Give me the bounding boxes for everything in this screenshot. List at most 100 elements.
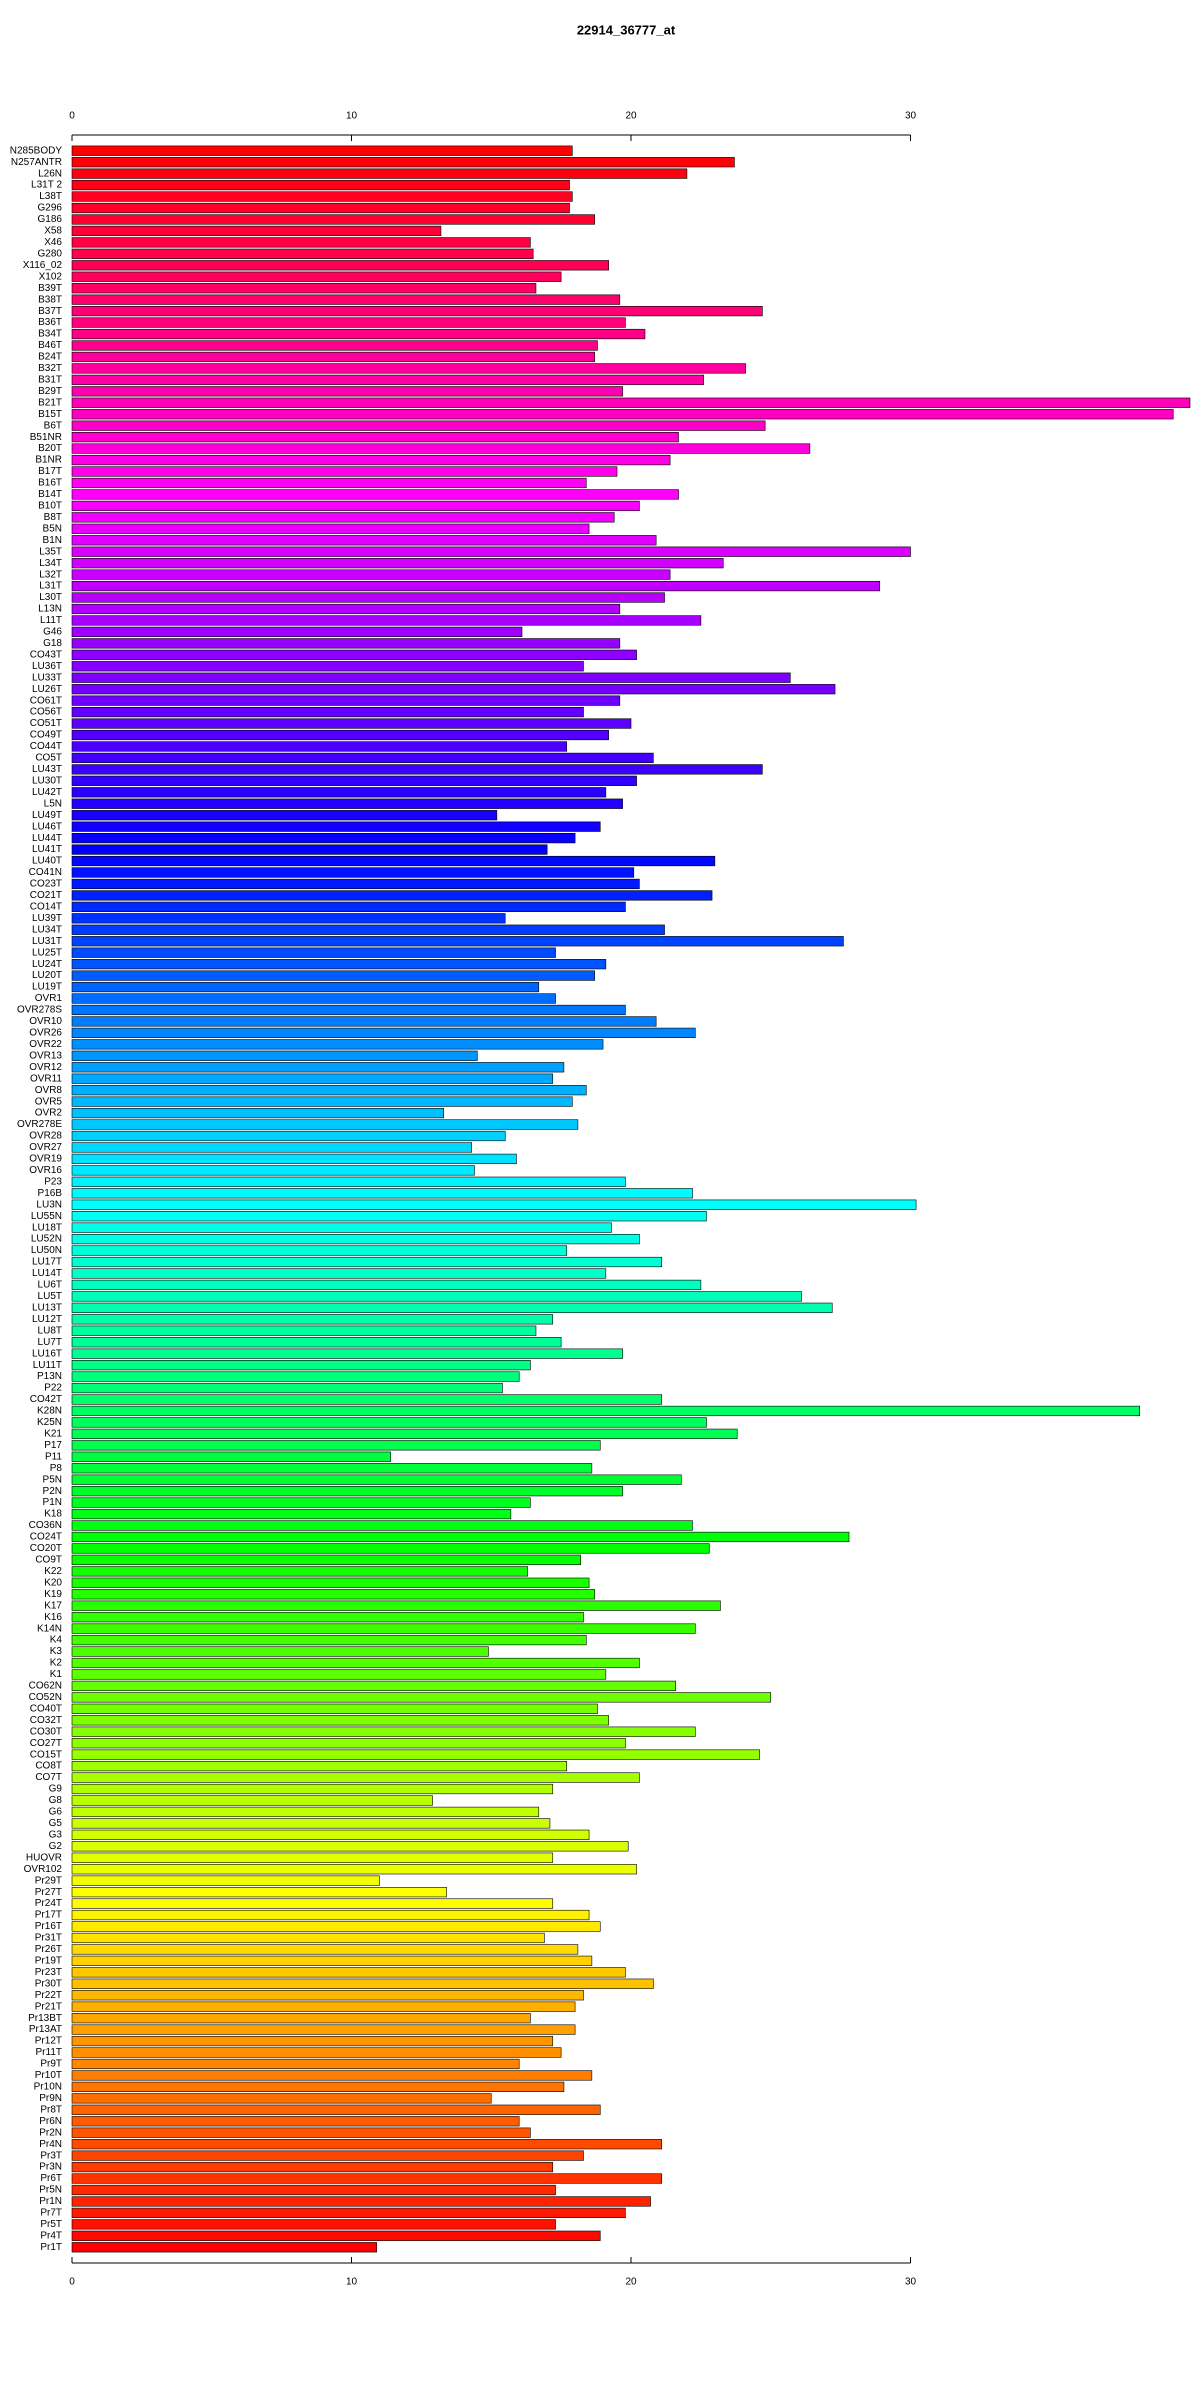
bar xyxy=(71,1612,584,1623)
y-tick-label: LU33T xyxy=(32,672,62,683)
bar xyxy=(71,500,640,511)
y-tick-label: K18 xyxy=(44,1509,62,1520)
bar xyxy=(71,1829,590,1840)
y-tick-label: Pr31T xyxy=(35,1933,62,1944)
bar xyxy=(71,2024,576,2035)
y-tick-label: CO42T xyxy=(30,1394,62,1405)
y-tick-label: L38T xyxy=(39,191,62,202)
y-tick-label: CO44T xyxy=(30,741,62,752)
y-tick-label: B31T xyxy=(38,374,62,385)
bar xyxy=(71,1841,629,1852)
bar xyxy=(71,157,735,168)
bar xyxy=(71,340,598,351)
bar xyxy=(71,1142,472,1153)
y-tick-label: OVR10 xyxy=(29,1016,62,1027)
bar xyxy=(71,913,506,924)
y-tick-label: LU31T xyxy=(32,936,62,947)
y-tick-label: LU50N xyxy=(31,1245,62,1256)
y-tick-label: K4 xyxy=(50,1635,63,1646)
y-tick-label: B17T xyxy=(38,466,62,477)
bar xyxy=(71,695,621,706)
bar xyxy=(71,1772,640,1783)
bar xyxy=(71,225,442,237)
bar xyxy=(71,1073,554,1084)
bar xyxy=(71,1474,682,1485)
y-tick-label: L11T xyxy=(40,615,62,626)
y-tick-label: G9 xyxy=(49,1784,63,1795)
y-tick-label: B8T xyxy=(44,512,62,523)
bar xyxy=(71,1531,850,1543)
y-tick-label: Pr1T xyxy=(40,2242,62,2253)
bar xyxy=(71,2116,520,2127)
bar xyxy=(71,1657,640,1669)
bar xyxy=(71,1096,573,1107)
y-tick-label: K25N xyxy=(37,1417,62,1428)
y-tick-label: K3 xyxy=(50,1646,63,1657)
bar xyxy=(71,890,713,901)
y-tick-label: LU5T xyxy=(38,1291,62,1302)
y-tick-label: B32T xyxy=(38,363,62,374)
y-tick-label: LU14T xyxy=(32,1268,62,1279)
y-tick-label: LU6T xyxy=(38,1280,62,1291)
bar xyxy=(71,1394,663,1405)
y-tick-label: P13N xyxy=(37,1371,62,1382)
bar xyxy=(71,535,657,546)
y-tick-label: LU24T xyxy=(32,959,62,970)
bar xyxy=(71,237,531,248)
bar xyxy=(71,1268,607,1279)
bar xyxy=(71,798,623,809)
y-tick-label: X46 xyxy=(44,237,62,248)
bar xyxy=(71,546,911,557)
x-tick-label: 20 xyxy=(625,111,637,122)
bar xyxy=(71,901,626,912)
bar xyxy=(71,821,601,832)
bar xyxy=(71,2070,593,2081)
y-tick-label: L32T xyxy=(39,569,62,580)
bar xyxy=(71,443,811,454)
y-tick-label: G280 xyxy=(38,248,63,259)
bar xyxy=(71,432,679,443)
bar xyxy=(71,168,688,179)
y-tick-label: B36T xyxy=(38,317,62,328)
y-tick-label: X116_02 xyxy=(23,260,63,271)
y-tick-label: Pr22T xyxy=(35,1990,62,2001)
y-tick-label: CO23T xyxy=(30,879,62,890)
y-tick-label: LU13T xyxy=(32,1302,62,1313)
bar xyxy=(71,1382,503,1394)
bar xyxy=(71,420,766,431)
y-tick-label: Pr7T xyxy=(40,2208,62,2219)
y-tick-label: B34T xyxy=(38,329,62,340)
y-tick-label: K19 xyxy=(44,1589,62,1600)
y-tick-label: LU40T xyxy=(32,856,62,867)
y-tick-label: LU11T xyxy=(33,1360,62,1371)
y-tick-label: OVR5 xyxy=(35,1096,63,1107)
y-tick-label: OVR11 xyxy=(30,1073,62,1084)
bar xyxy=(71,1623,696,1634)
bar xyxy=(71,2058,520,2070)
bar xyxy=(71,2207,626,2219)
y-tick-label: CO8T xyxy=(35,1761,62,1772)
y-tick-label: Pr6T xyxy=(40,2173,62,2184)
y-tick-label: Pr24T xyxy=(35,1898,62,1909)
bar xyxy=(71,1508,512,1520)
y-tick-label: K14N xyxy=(37,1623,62,1634)
bar xyxy=(71,981,540,993)
bar xyxy=(71,409,1174,420)
bar xyxy=(71,1795,433,1806)
y-tick-label: CO14T xyxy=(30,901,62,912)
bar xyxy=(71,718,632,729)
y-tick-label: G5 xyxy=(49,1818,63,1829)
bar xyxy=(71,1016,657,1027)
y-tick-label: B16T xyxy=(38,478,62,489)
bar xyxy=(71,1543,710,1554)
bar xyxy=(71,1738,626,1749)
bar xyxy=(71,1898,554,1909)
y-tick-label: G8 xyxy=(49,1795,63,1806)
y-tick-label: K17 xyxy=(44,1600,62,1611)
bar xyxy=(71,1039,604,1050)
bar xyxy=(71,1451,391,1462)
bar xyxy=(71,1119,579,1130)
y-tick-label: Pr4T xyxy=(40,2230,62,2241)
y-tick-label: LU25T xyxy=(32,947,62,958)
bar xyxy=(71,271,562,282)
